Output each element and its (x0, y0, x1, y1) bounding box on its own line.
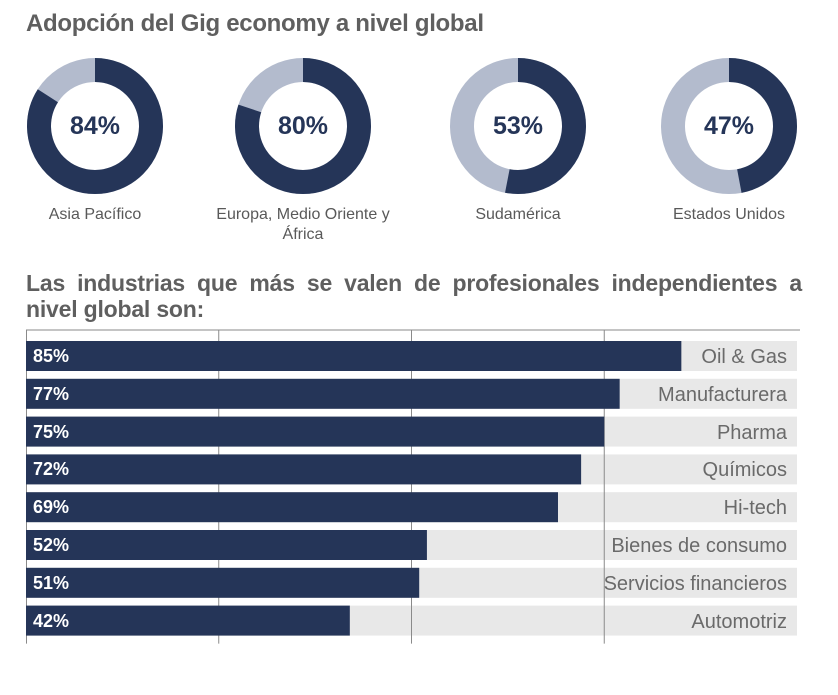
donut-category-label: Estados Unidos (672, 206, 786, 223)
bar (26, 341, 682, 371)
bar (26, 530, 427, 560)
donut-value-label: 53% (492, 111, 544, 140)
donut-svg (27, 58, 163, 194)
bar (26, 416, 605, 447)
bar (26, 567, 420, 598)
bar-category-label: Pharma (716, 421, 787, 444)
donut-slice (661, 58, 797, 194)
donut-value-label: 47% (703, 111, 755, 140)
donut-svg (450, 58, 586, 194)
section-subtitle: Las industrias que más se valen de profe… (26, 270, 802, 322)
bar (26, 605, 350, 636)
bar-category-label: Químicos (702, 459, 787, 482)
donut-category-label: Europa, Medio Oriente y África (216, 206, 390, 243)
bar-category-label: Bienes de consumo (611, 535, 787, 557)
bar-value-label: 51% (33, 572, 70, 593)
donut-value-label: 84% (69, 111, 121, 140)
bar-value-label: 42% (33, 610, 70, 631)
page-title: Adopción del Gig economy a nivel global (26, 10, 484, 37)
donut-svg (235, 58, 371, 194)
bar-value-label: 52% (33, 535, 70, 555)
donut-slice (235, 58, 371, 194)
donut-category-label: Sudamérica (475, 206, 561, 223)
donut-svg (661, 58, 797, 194)
bar-value-label: 77% (33, 383, 70, 404)
bar (26, 492, 558, 523)
bar-category-label: Hi-tech (723, 497, 787, 520)
donut-category-label: Asia Pacífico (48, 206, 142, 223)
bar-value-label: 72% (33, 459, 70, 480)
bar (26, 454, 582, 485)
bar-category-label: Manufacturera (658, 383, 787, 406)
donut-slice (27, 58, 163, 194)
bar-category-label: Automotriz (691, 610, 787, 633)
donut-value-label: 80% (277, 111, 329, 140)
donut-chart: 47% (659, 56, 799, 196)
bar-category-label: Oil & Gas (701, 346, 787, 368)
bar-category-label: Servicios financieros (603, 572, 787, 595)
donut-chart: 80% (233, 56, 373, 196)
donut-chart: 84% (25, 56, 165, 196)
bar-value-label: 69% (33, 497, 70, 518)
bar-value-label: 85% (33, 346, 70, 366)
donut-chart: 53% (448, 56, 588, 196)
bar (26, 378, 620, 409)
donut-slice (450, 58, 586, 194)
bar-value-label: 75% (33, 421, 70, 442)
